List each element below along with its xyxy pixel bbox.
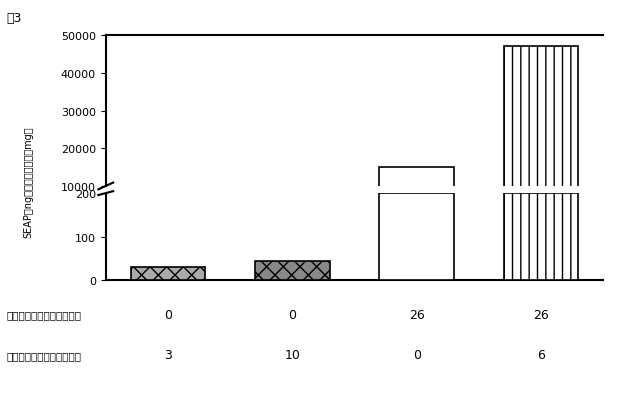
Text: 図3: 図3: [6, 12, 22, 25]
Text: 10: 10: [284, 348, 300, 361]
Text: 6: 6: [537, 348, 545, 361]
Bar: [255, 261, 330, 281]
Text: 0: 0: [164, 308, 172, 321]
Text: アルギニンの官能化（％）: アルギニンの官能化（％）: [6, 310, 81, 320]
Bar: [504, 47, 578, 224]
Bar: [379, 194, 454, 281]
Bar: [504, 194, 578, 281]
Bar: [131, 267, 205, 281]
Text: 26: 26: [409, 308, 425, 321]
Bar: [379, 168, 454, 224]
Text: グルコン酸の官能化（％）: グルコン酸の官能化（％）: [6, 350, 81, 360]
Text: 0: 0: [413, 348, 420, 361]
Text: 0: 0: [289, 308, 296, 321]
Text: 26: 26: [533, 308, 549, 321]
Text: 3: 3: [164, 348, 172, 361]
Text: SEAP（ng）／タンパク量（mg）: SEAP（ng）／タンパク量（mg）: [23, 126, 33, 238]
